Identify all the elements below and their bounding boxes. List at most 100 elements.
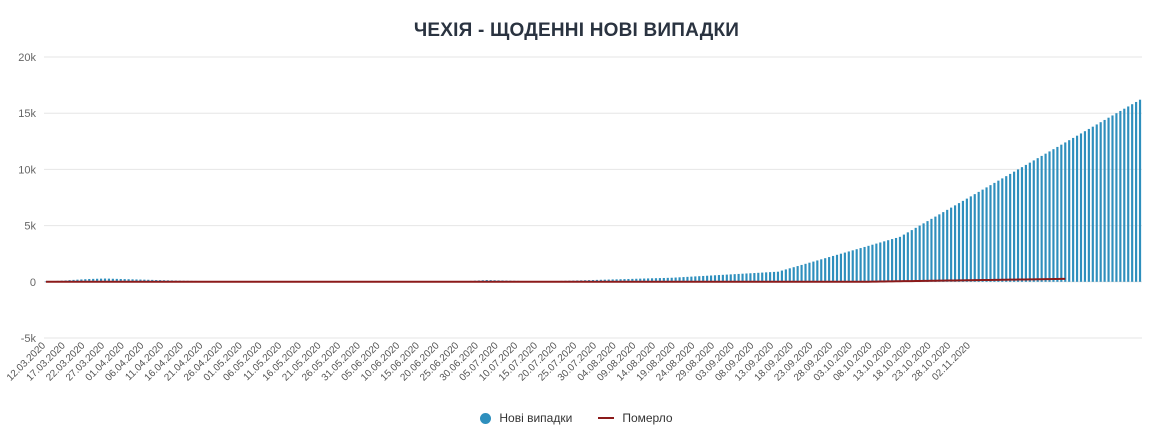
- case-bar: [143, 279, 146, 282]
- legend-label-cases: Нові випадки: [499, 411, 573, 425]
- case-bar: [666, 277, 669, 282]
- case-bar: [938, 214, 941, 282]
- case-bar: [1075, 135, 1079, 282]
- case-bar: [127, 279, 130, 282]
- case-bar: [44, 281, 48, 283]
- case-bar: [784, 269, 787, 282]
- case-bar: [686, 276, 689, 282]
- case-bar: [1064, 142, 1067, 282]
- case-bar: [894, 237, 898, 282]
- case-bar: [1009, 173, 1012, 282]
- case-bar: [977, 191, 980, 282]
- case-bar: [918, 225, 921, 282]
- case-bar: [765, 272, 768, 282]
- gridlines: [44, 56, 1142, 339]
- case-bar: [847, 251, 850, 282]
- case-bar: [1020, 167, 1024, 282]
- case-bar: [1036, 158, 1039, 282]
- case-bar: [883, 241, 886, 282]
- case-bar: [1016, 169, 1020, 282]
- case-bar: [1005, 176, 1008, 282]
- case-bar: [713, 275, 717, 282]
- case-bar: [761, 272, 764, 282]
- case-bar: [599, 279, 602, 282]
- case-bar: [769, 272, 772, 282]
- case-bar: [981, 189, 984, 282]
- case-bar: [1115, 113, 1118, 282]
- case-bar: [800, 264, 803, 282]
- case-bar: [729, 274, 732, 282]
- case-bar: [654, 278, 658, 282]
- case-bar: [922, 223, 925, 282]
- case-bar: [957, 203, 961, 282]
- case-bar: [650, 278, 654, 282]
- case-bar: [788, 268, 791, 282]
- case-bar: [808, 262, 811, 282]
- case-bar: [627, 278, 630, 282]
- legend-item-cases[interactable]: Нові випадки: [480, 411, 572, 425]
- case-bar: [776, 271, 780, 282]
- case-bar: [643, 278, 646, 282]
- case-bar: [989, 185, 992, 282]
- case-bar: [96, 278, 99, 282]
- case-bar: [1044, 153, 1047, 282]
- case-bar: [993, 182, 996, 282]
- cases-bars: [44, 99, 1142, 283]
- case-bar: [887, 240, 890, 282]
- case-bar: [635, 278, 638, 282]
- case-bar: [961, 200, 965, 282]
- case-bar: [1138, 99, 1142, 282]
- legend: Нові випадки Померло: [0, 411, 1153, 425]
- case-bar: [843, 252, 846, 282]
- case-bar: [619, 279, 622, 282]
- case-bar: [871, 244, 874, 282]
- case-bar: [1056, 146, 1059, 282]
- case-bar: [1131, 104, 1134, 282]
- case-bar: [1107, 117, 1110, 282]
- case-bar: [1099, 122, 1102, 282]
- y-axis: -5k 0 5k 10k 15k 20k: [18, 52, 36, 345]
- case-bar: [603, 279, 606, 282]
- x-axis: 12.03.202017.03.202022.03.202027.03.2020…: [5, 340, 973, 383]
- case-bar: [902, 234, 905, 282]
- case-bar: [119, 278, 122, 282]
- case-bar: [1095, 124, 1098, 282]
- y-tick-label: 10k: [18, 164, 36, 176]
- case-bar: [965, 198, 968, 282]
- case-bar: [1032, 160, 1035, 282]
- case-bar: [828, 257, 831, 282]
- case-bar: [658, 278, 661, 282]
- case-bar: [741, 273, 744, 282]
- case-bar: [914, 227, 917, 282]
- case-bar: [725, 274, 728, 282]
- case-bar: [875, 243, 878, 282]
- case-bar: [733, 274, 736, 282]
- deaths-legend-line-icon: [598, 417, 615, 419]
- case-bar: [139, 279, 142, 282]
- legend-item-deaths[interactable]: Померло: [598, 411, 673, 425]
- chart-title: ЧЕХІЯ - ЩОДЕННІ НОВІ ВИПАДКИ: [413, 20, 740, 41]
- case-bar: [103, 278, 107, 282]
- case-bar: [1123, 108, 1126, 282]
- case-bar: [84, 279, 87, 282]
- case-bar: [702, 275, 705, 282]
- case-bar: [749, 273, 752, 282]
- case-bar: [709, 275, 713, 282]
- case-bar: [867, 245, 870, 282]
- case-bar: [135, 279, 138, 282]
- case-bar: [1060, 144, 1063, 282]
- case-bar: [859, 248, 862, 282]
- case-bar: [934, 216, 937, 282]
- case-bar: [639, 278, 642, 282]
- case-bar: [623, 279, 626, 282]
- case-bar: [80, 279, 83, 282]
- case-bar: [115, 278, 118, 282]
- case-bar: [107, 278, 111, 282]
- case-bar: [824, 258, 827, 282]
- case-bar: [682, 277, 685, 282]
- case-bar: [698, 276, 701, 282]
- case-bar: [647, 278, 650, 282]
- case-bar: [678, 277, 681, 282]
- case-bar: [973, 194, 976, 282]
